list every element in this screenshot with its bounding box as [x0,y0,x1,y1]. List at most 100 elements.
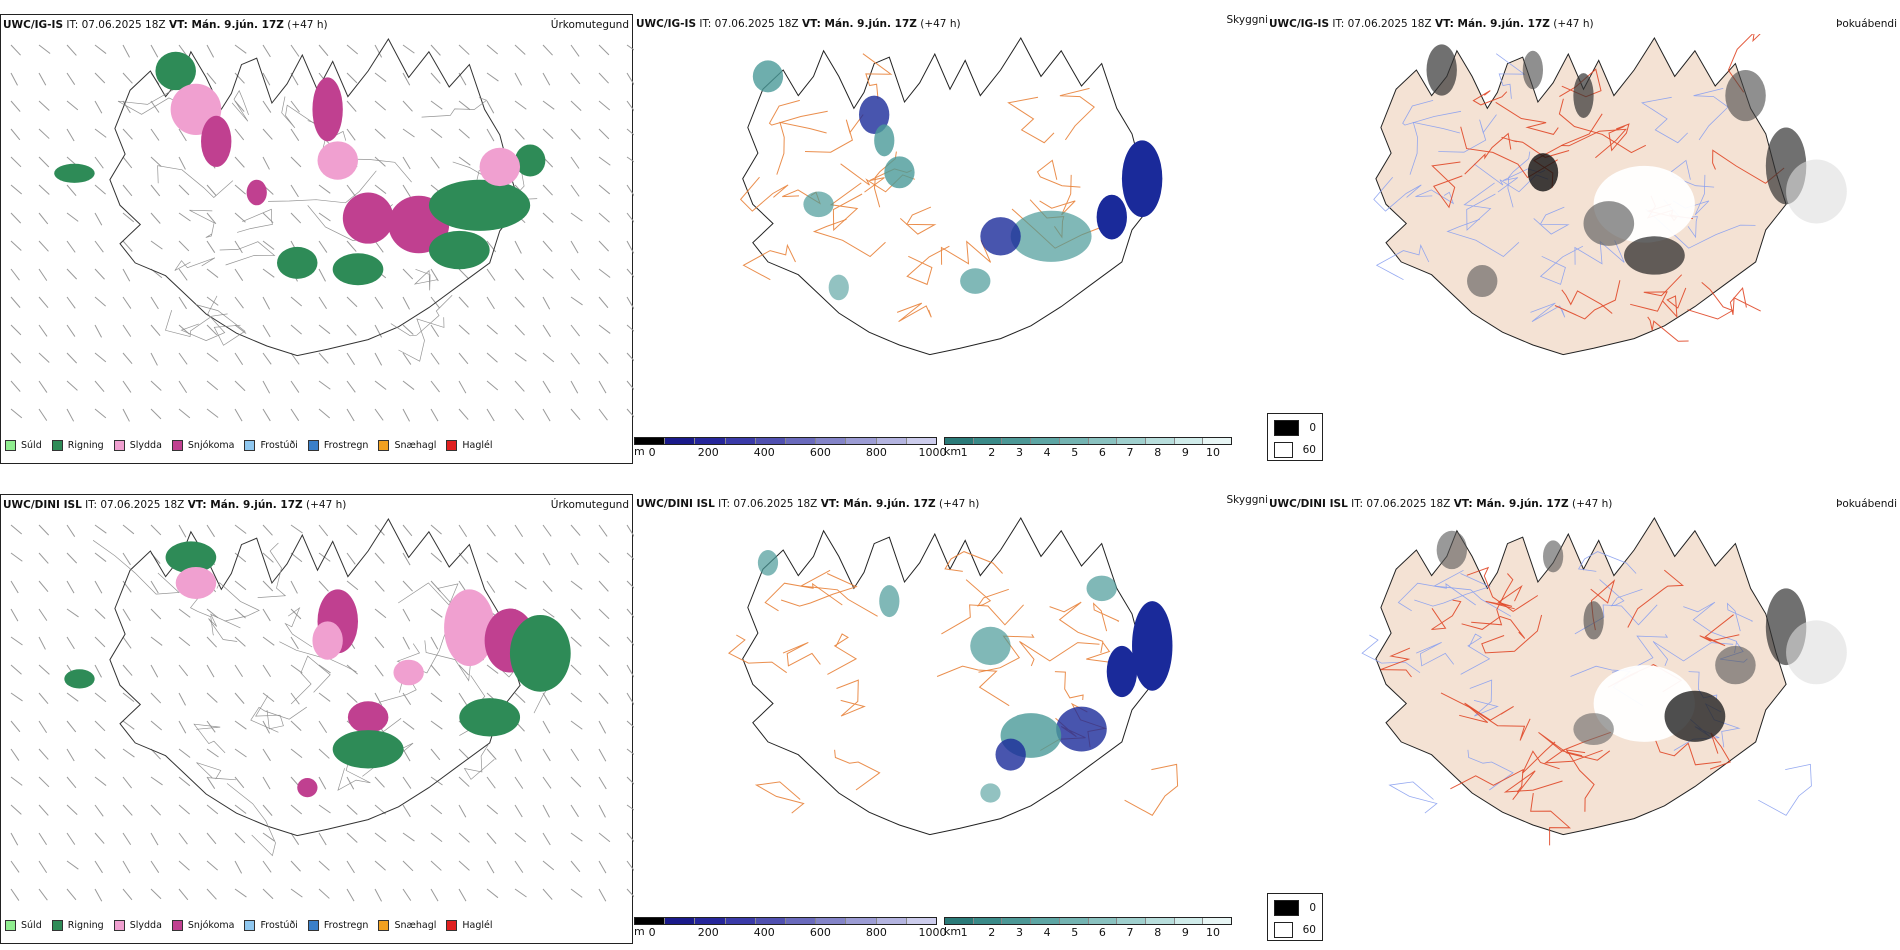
wind-barb [514,128,525,140]
wind-barb [486,748,497,760]
wind-barb [150,860,160,873]
wind-barb [458,804,467,818]
wind-barb [38,72,47,86]
wind-barb [458,156,471,166]
wind-barb [542,720,551,734]
wind-barb [10,184,23,195]
road-line [776,121,827,175]
wind-barb [150,128,160,141]
wind-barb [150,324,161,336]
wind-barb [94,128,107,138]
wind-barb [542,804,550,818]
wind-barb [38,636,46,650]
road-line [1019,640,1100,667]
wind-barb [514,692,526,704]
precip-area [297,778,318,798]
wind-barb [66,268,78,280]
river-line [1530,302,1566,322]
colorbar-tick-label: 3 [1015,446,1023,459]
wind-barb [570,296,583,306]
wind-barb [262,408,271,422]
wind-barb [122,128,133,140]
visibility-area [828,274,849,301]
wind-barb [402,524,413,537]
wind-barb [290,524,303,534]
wind-barb [542,324,551,338]
wind-barb [94,664,102,678]
wind-barb [178,296,187,310]
legend-label: Snæhagl [394,920,437,931]
visibility-km-colorbar: km 1 2 3 4 5 6 7 8 9 10 [944,437,1232,459]
legend-label: Snæhagl [394,440,437,451]
road-line [978,634,1035,673]
wind-barb [94,184,106,195]
wind-barb [458,268,470,280]
wind-barb [10,692,23,702]
wind-barb [402,636,410,650]
wind-barb [122,888,133,901]
legend-swatch [446,920,458,931]
wind-barb [290,184,299,198]
wind-barb [94,804,104,817]
wind-barb [150,352,158,366]
wind-barb [290,860,301,872]
wind-barb [10,268,20,281]
colorbar-cell [1174,438,1204,444]
wind-barb [122,408,130,422]
road-line [1464,132,1512,175]
wind-barb [38,832,47,846]
wind-barb [598,44,610,56]
colorbar-tick-label: 1 [960,446,968,459]
wind-barb [38,128,50,139]
wind-barb [234,44,247,54]
wind-barb [66,860,79,870]
wind-barb [290,44,300,57]
river-line [1361,634,1421,674]
visibility-area [879,585,900,618]
wind-barb [514,240,522,254]
wind-barb [514,380,525,392]
wind-barb [262,156,270,170]
wind-barb [514,44,526,55]
wind-barb [206,832,217,845]
valid-time: VT: Mán. 9.jún. 17Z [820,498,936,510]
wind-barb [150,156,162,167]
lead-time: (+47 h) [306,499,347,511]
road-line [899,206,937,235]
wind-barb [234,776,245,789]
cloud-legend-swatch [1274,922,1293,938]
wind-barb [346,524,358,536]
wind-barb [514,552,525,565]
wind-barb [458,664,470,676]
colorbar-cell [846,918,877,924]
visibility-area [757,549,779,576]
wind-barb [458,748,470,760]
wind-barb [290,580,298,594]
wind-barb [598,804,606,818]
road-line [754,781,805,814]
wind-barb [38,156,50,168]
wind-barb [178,804,190,815]
wind-barb [206,212,217,225]
legend-label: Súld [21,920,42,931]
precip-area [479,147,521,187]
wind-barb [402,804,411,818]
wind-barb [150,664,159,678]
colorbar-tick-label: 3 [1015,926,1023,939]
wind-barb [66,408,75,422]
wind-barb [234,888,247,898]
road-line [1560,128,1627,159]
road-line [799,569,878,617]
colorbar-tick-label: 0 [648,926,656,939]
wind-barb [486,380,499,391]
colorbar-tick-label: 2 [988,926,996,939]
wind-barb [206,608,219,619]
wind-barb [318,212,331,222]
wind-barb [234,860,243,874]
wind-barb [598,408,608,421]
wind-barb [38,748,49,760]
road-line [1538,731,1611,761]
wind-barb [94,296,106,307]
wind-barb [122,156,133,169]
wind-barb [570,268,581,281]
